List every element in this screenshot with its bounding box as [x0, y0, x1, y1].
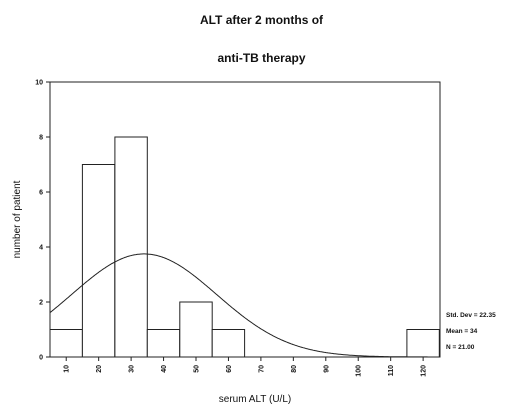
y-tick-label-4: 4 — [39, 245, 43, 252]
y-axis-label: number of patient — [12, 180, 23, 258]
x-tick-label-120: 120 — [421, 365, 428, 377]
x-tick-label-50: 50 — [194, 365, 201, 373]
normal-curve — [49, 253, 440, 358]
x-tick-label-100: 100 — [356, 365, 363, 377]
y-tick-label-10: 10 — [35, 80, 43, 87]
bar-50 — [179, 301, 213, 358]
bar-20 — [81, 164, 116, 358]
stats-box: Std. Dev = 22.35 Mean = 34 N = 21.00 — [446, 312, 496, 351]
y-axis-ticks: 0 2 4 6 8 10 — [35, 80, 50, 362]
histogram-bars — [49, 136, 440, 358]
y-tick-label-6: 6 — [39, 190, 43, 197]
chart-title-line-1: ALT after 2 months of — [199, 13, 324, 27]
bar-10 — [49, 329, 83, 358]
stat-std-dev: Std. Dev = 22.35 — [446, 312, 496, 319]
x-axis-label: serum ALT (U/L) — [219, 394, 291, 405]
plot-frame — [49, 81, 441, 358]
stat-n: N = 21.00 — [446, 344, 475, 351]
bar-40 — [146, 329, 181, 358]
y-tick-label-8: 8 — [39, 135, 43, 142]
x-tick-label-90: 90 — [323, 365, 330, 373]
x-tick-label-40: 40 — [161, 365, 168, 373]
stat-mean: Mean = 34 — [446, 328, 478, 335]
bar-120 — [406, 329, 440, 358]
y-tick-label-0: 0 — [39, 355, 43, 362]
chart-title-line-2: anti-TB therapy — [217, 51, 306, 65]
x-tick-label-60: 60 — [226, 365, 233, 373]
bar-60 — [211, 329, 246, 358]
x-axis-ticks: 10 20 30 40 50 60 70 80 90 100 110 120 — [64, 357, 428, 377]
x-tick-label-30: 30 — [129, 365, 136, 373]
x-tick-label-80: 80 — [291, 365, 298, 373]
bar-30 — [114, 136, 148, 358]
x-tick-label-70: 70 — [258, 365, 265, 373]
x-tick-label-10: 10 — [64, 365, 71, 373]
x-tick-label-20: 20 — [96, 365, 103, 373]
x-tick-label-110: 110 — [388, 365, 395, 376]
y-tick-label-2: 2 — [39, 300, 43, 307]
